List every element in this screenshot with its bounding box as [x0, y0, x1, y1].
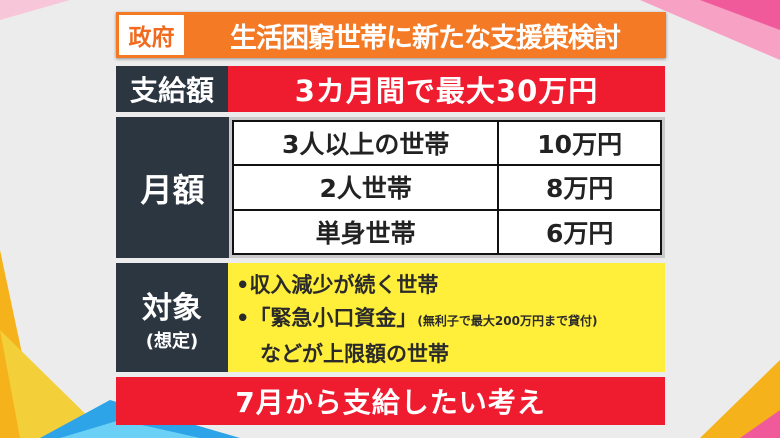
- list-item-text: •「緊急小口資金」: [236, 306, 418, 330]
- amount-cell: 6万円: [497, 208, 662, 256]
- footer-bar: 7月から支給したい考え: [116, 377, 665, 425]
- amount-cell: 10万円: [497, 119, 662, 167]
- amount-label: 支給額: [116, 66, 228, 112]
- list-item: •収入減少が続く世帯: [236, 273, 439, 297]
- monthly-table: 3人以上の世帯 10万円 2人世帯 8万円 単身世帯 6万円: [229, 117, 665, 258]
- amount-value: 3カ月間で最大30万円: [228, 66, 665, 112]
- loan-note: (無利子で最大200万円まで貸付): [417, 314, 598, 328]
- monthly-label: 月額: [116, 117, 229, 258]
- table-row: 3人以上の世帯 10万円: [231, 119, 662, 167]
- household-cell: 単身世帯: [231, 208, 500, 256]
- headline-title: 生活困窮世帯に新たな支援策検討: [230, 22, 621, 54]
- target-label-box: 対象 (想定): [116, 263, 228, 372]
- headline-bar: 政府 生活困窮世帯に新たな支援策検討: [116, 12, 666, 58]
- amount-cell: 8万円: [497, 164, 662, 211]
- target-list: •収入減少が続く世帯 •「緊急小口資金」(無利子で最大200万円まで貸付) など…: [228, 263, 665, 372]
- target-sublabel: (想定): [145, 330, 199, 352]
- household-cell: 2人世帯: [231, 164, 500, 211]
- household-cell: 3人以上の世帯: [231, 119, 500, 167]
- government-tag: 政府: [119, 15, 184, 55]
- list-item-continuation: などが上限額の世帯: [260, 342, 449, 366]
- table-row: 2人世帯 8万円: [231, 164, 662, 211]
- list-item: •「緊急小口資金」(無利子で最大200万円まで貸付): [236, 302, 657, 338]
- target-label: 対象: [142, 290, 202, 326]
- table-row: 単身世帯 6万円: [231, 208, 662, 256]
